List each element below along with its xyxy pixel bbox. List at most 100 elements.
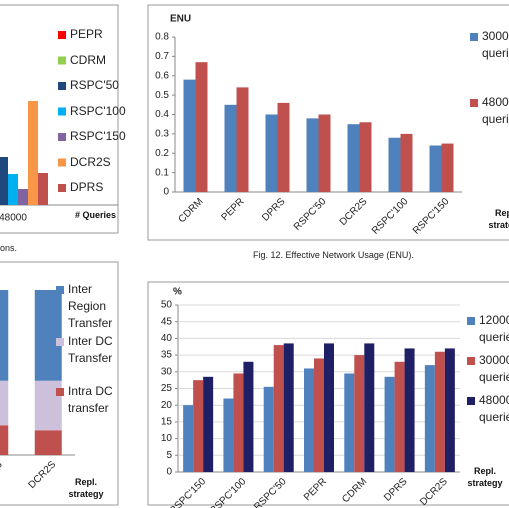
bar [400,133,413,192]
legend-swatch [470,33,478,41]
bar [183,405,194,472]
y-tick-label: 0.2 [155,148,169,159]
y-tick-label: 0.6 [155,70,169,81]
legend-swatch [58,107,66,116]
bar [203,376,214,472]
y-tick-label: 0.1 [155,167,169,178]
legend-swatch [58,56,66,65]
bar [318,114,331,192]
legend-swatch [58,184,66,192]
bar [0,157,8,205]
y-tick-label: 10 [161,433,173,444]
legend-swatch [56,286,64,294]
x-tick-label: PEPR [219,196,246,223]
y-tick-label: 0.5 [155,90,169,101]
bar [8,174,18,205]
bar [304,368,314,472]
x-tick-label: RSPC'50 [252,476,289,508]
legend-swatch [58,82,66,90]
legend-label: DCR2S [70,154,111,169]
legend-swatch [56,388,64,396]
x-axis-label: Repl. strategy [68,477,104,499]
y-tick-label: 25 [161,383,173,394]
bar [18,189,28,205]
legend-swatch [470,99,478,107]
y-tick-label: 20 [161,400,173,411]
bar [314,358,324,472]
legend-swatch [467,317,475,325]
x-tick-label: DCR2S [418,476,450,508]
bar [441,143,454,192]
legend-label: PEPR [70,27,103,41]
bar-segment [0,290,9,381]
bar [347,124,360,192]
bar [223,398,234,472]
x-tick-label: 48000 [0,213,27,224]
legend-label: Inter DC Transfer [68,334,113,365]
panel [0,4,119,234]
x-tick-label: RSPC'100 [370,196,411,237]
bar [38,173,48,205]
legend-label: RSPC'100 [70,103,126,118]
bar [444,348,455,472]
legend-swatch [56,338,64,346]
x-tick-label: RSPC'50 [292,196,329,233]
bar [384,376,395,472]
bar [429,145,442,192]
bar-segment [34,290,62,381]
bar [233,373,244,472]
bar [283,343,294,472]
bar [224,104,237,192]
legend-label: 12000 queries [479,313,509,344]
bar [263,386,274,472]
legend-swatch [58,133,66,141]
y-tick-label: 0.3 [155,129,169,140]
panel [147,4,509,241]
bar [344,373,355,472]
legend-label: 30000 queries [482,29,509,60]
bar [236,87,249,192]
bar-segment [34,430,62,455]
legend-label: RSPC'50 [70,78,119,92]
legend-label: DPRS [70,180,104,194]
x-tick-label: RSPC'100 [208,476,249,508]
x-tick-label: DCR2S [26,459,58,491]
x-tick-label: DPRS [0,459,5,487]
y-tick-label: 15 [161,417,173,428]
legend-swatch [58,31,66,39]
bar [364,343,375,472]
y-axis-label: % [173,287,182,298]
y-tick-label: 0 [163,187,169,198]
y-tick-label: 5 [166,450,172,461]
legend-label: Intra DC transfer [68,384,113,415]
bar [195,62,208,192]
y-tick-label: 0.4 [155,109,169,120]
bar [243,361,254,472]
x-tick-label: DCR2S [338,196,370,228]
y-tick-label: 45 [161,316,173,327]
bar [277,102,290,192]
legend-label: 30000 queries [479,353,509,384]
y-tick-label: 0.7 [155,51,169,62]
bar [394,361,405,472]
panel [0,261,119,506]
x-tick-label: RSPC'150 [411,196,452,237]
bar [404,348,415,472]
x-tick-label: DPRS [382,476,410,504]
bar [306,118,319,192]
bar [388,137,401,192]
legend-swatch [58,158,66,167]
legend-label: 48000 queries [482,95,509,126]
bar-segment [0,380,9,426]
bar [434,351,445,472]
x-axis-label: # Queries [74,210,117,220]
x-axis-label: Repl. strategy [467,466,503,488]
bar [354,355,365,472]
legend-swatch [467,397,475,405]
bar-segment [0,425,9,455]
bar [424,365,435,472]
y-tick-label: 30 [161,366,173,377]
x-tick-label: CDRM [176,196,205,225]
